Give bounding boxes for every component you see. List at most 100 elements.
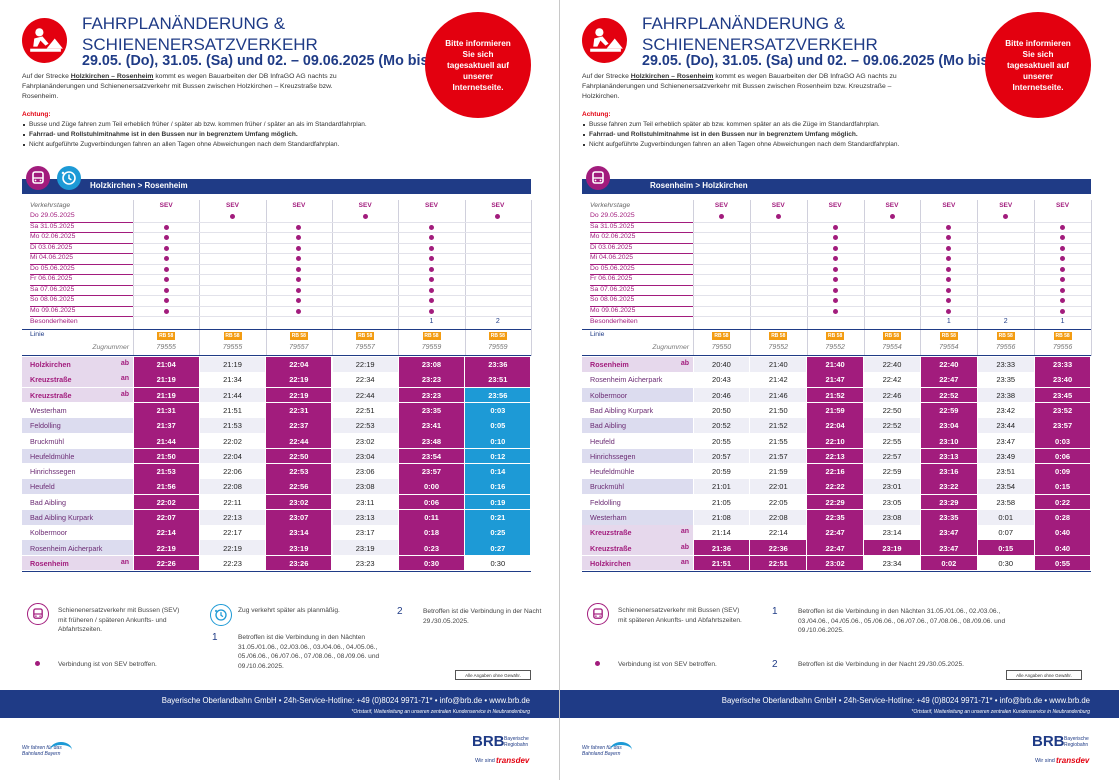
column-separator	[265, 200, 267, 356]
time: 22:40	[939, 360, 959, 370]
time-cell	[465, 372, 531, 387]
row-line	[693, 274, 1091, 275]
time-cell	[864, 525, 920, 540]
time: 23:04	[355, 451, 375, 461]
time-cell	[465, 494, 531, 510]
stop-name: Kreuzstraße	[590, 528, 632, 538]
time-cell	[920, 464, 977, 479]
column-header: SEV	[424, 202, 438, 209]
time: 22:37	[289, 421, 309, 431]
time: 0:11	[424, 513, 439, 522]
table-rule	[22, 329, 531, 330]
time-cell	[977, 555, 1034, 571]
time: 22:19	[289, 375, 309, 385]
intro-text: Auf der Strecke	[22, 73, 71, 80]
column-separator	[398, 200, 400, 356]
day-label: Fr 06.06.2025	[30, 275, 73, 282]
day-dot	[832, 266, 838, 272]
time: 0:23	[423, 543, 439, 553]
time: 0:00	[423, 482, 439, 492]
time: 23:40	[1052, 375, 1073, 385]
time-cell	[398, 402, 465, 418]
row-line	[30, 316, 133, 317]
time-cell	[266, 540, 332, 556]
train-number: 79556	[995, 344, 1016, 351]
day-dot	[1060, 298, 1066, 303]
train-number: 79557	[289, 344, 309, 351]
stop-name: Rosenheim	[30, 558, 69, 568]
footer-note: *Ortstarif, Weiterleitung an unseren zen…	[351, 709, 530, 715]
time-cell	[864, 479, 920, 494]
time: 0:40	[1055, 528, 1071, 538]
time-cell	[920, 525, 977, 540]
time-cell	[977, 540, 1034, 556]
time-cell	[266, 372, 332, 387]
notes-label: Besonderheiten	[590, 318, 638, 325]
day-dot	[946, 224, 952, 230]
column-separator	[1034, 200, 1036, 356]
time: 20:43	[712, 375, 731, 385]
legend-marker: 1	[212, 632, 218, 643]
column-separator	[749, 200, 751, 356]
time-cell	[1034, 464, 1091, 479]
train-number-label: Zugnummer	[652, 344, 689, 351]
time: 23:36	[488, 360, 508, 370]
day-dot	[163, 287, 169, 293]
legend-text: Betroffen ist die Verbindung in den Näch…	[238, 634, 380, 670]
time: 22:53	[355, 421, 375, 431]
column-separator	[977, 200, 979, 356]
column-header: SEV	[885, 202, 899, 209]
time: 23:57	[1052, 421, 1073, 431]
legend-bus-icon	[587, 603, 609, 625]
attention: Achtung: Busse und Züge fahren zum Teil e…	[22, 110, 442, 150]
time: 21:53	[223, 421, 242, 431]
time-cell	[199, 509, 266, 525]
time: 21:19	[156, 390, 176, 400]
time-cell	[750, 357, 807, 372]
intro-text: kommt es wegen Bauarbeiten der DB InfraG…	[582, 73, 897, 100]
time: 21:51	[711, 558, 732, 568]
page-divider	[559, 0, 560, 780]
time: 22:51	[768, 558, 788, 568]
stop-cell	[22, 448, 133, 464]
time-cell	[1034, 448, 1091, 464]
time-cell	[199, 448, 266, 464]
stop-name: Bad Aibling Kurpark	[590, 406, 654, 415]
time-cell	[750, 402, 807, 418]
stop-cell	[582, 509, 693, 525]
transdev-pre: Wir sind	[475, 758, 495, 764]
time-cell	[398, 540, 465, 556]
time: 21:14	[712, 528, 731, 538]
note-marker: 1	[429, 318, 434, 325]
time-cell	[864, 418, 920, 433]
day-dot	[296, 298, 302, 303]
stop-cell	[582, 448, 693, 464]
day-dot	[946, 235, 952, 240]
time-cell	[807, 494, 864, 510]
time: 23:08	[355, 482, 375, 492]
time: 0:30	[490, 558, 506, 568]
time-cell	[693, 540, 750, 556]
time-cell	[977, 372, 1034, 387]
time-cell	[920, 372, 977, 387]
time: 22:08	[223, 482, 242, 492]
row-line	[590, 221, 693, 223]
day-dot	[296, 287, 302, 293]
time: 23:02	[289, 497, 309, 507]
time-cell	[332, 418, 398, 433]
days-label: Verkehrstage	[590, 202, 631, 209]
time: 23:54	[996, 482, 1016, 492]
day-dot	[946, 308, 952, 314]
info-badge-text: Bitte informieren Sie sich tagesaktuell …	[445, 38, 511, 92]
time-cell	[266, 479, 332, 494]
time: 22:10	[825, 436, 845, 446]
train-number: 79555	[156, 344, 176, 351]
time-cell	[693, 402, 750, 418]
column-separator	[863, 200, 865, 356]
day-dot	[429, 245, 434, 251]
time-cell	[807, 555, 864, 571]
time-cell	[199, 464, 266, 479]
line-badge: RB 58	[826, 332, 845, 340]
time: 21:52	[825, 390, 845, 400]
time-cell	[693, 357, 750, 372]
